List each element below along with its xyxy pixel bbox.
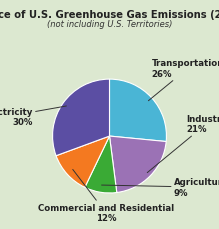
- Wedge shape: [56, 136, 110, 188]
- Wedge shape: [53, 80, 110, 156]
- Wedge shape: [110, 80, 166, 142]
- Text: Electricity
30%: Electricity 30%: [0, 106, 66, 126]
- Text: Transportation
26%: Transportation 26%: [148, 59, 219, 101]
- Text: (not including U.S. Territories): (not including U.S. Territories): [47, 19, 172, 29]
- Wedge shape: [85, 136, 117, 193]
- Text: Source of U.S. Greenhouse Gas Emissions (2014): Source of U.S. Greenhouse Gas Emissions …: [0, 10, 219, 20]
- Text: Industry
21%: Industry 21%: [147, 114, 219, 173]
- Text: Agriculture
9%: Agriculture 9%: [102, 178, 219, 197]
- Wedge shape: [110, 136, 166, 193]
- Text: Commercial and Residential
12%: Commercial and Residential 12%: [38, 170, 174, 222]
